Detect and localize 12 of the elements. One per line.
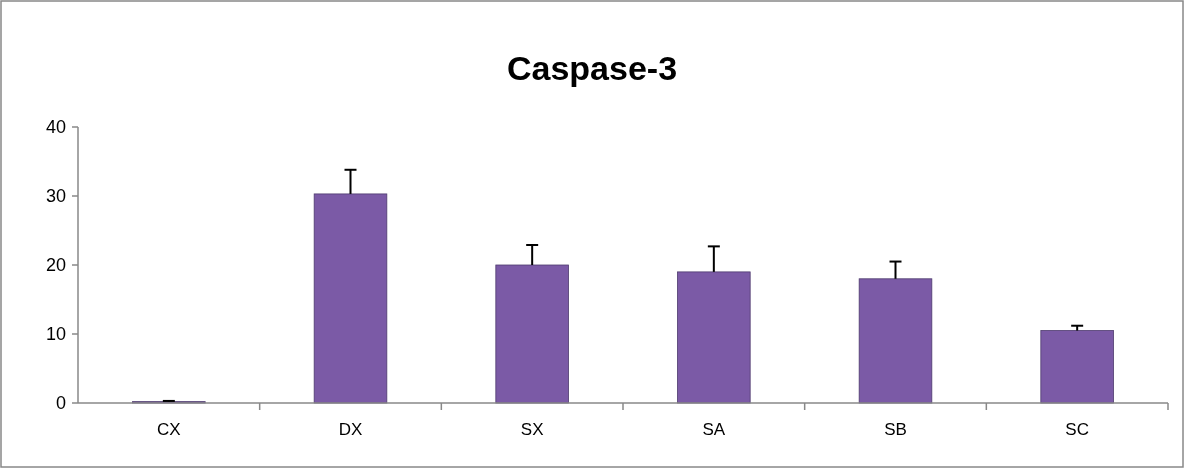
- y-tick-label: 20: [45, 255, 66, 276]
- x-tick-label: DX: [338, 420, 363, 439]
- y-tick-label: 0: [55, 393, 66, 414]
- x-tick-label: SX: [520, 420, 544, 439]
- x-tick-label: CX: [157, 420, 181, 439]
- x-tick-label: SC: [1065, 420, 1089, 439]
- chart-title: Caspase-3: [506, 49, 678, 87]
- y-tick-label: 40: [45, 117, 66, 138]
- y-tick-label: 10: [45, 324, 66, 345]
- y-tick-label: 30: [45, 186, 66, 207]
- x-tick-label: SB: [884, 420, 907, 439]
- x-tick-label: SA: [702, 420, 726, 439]
